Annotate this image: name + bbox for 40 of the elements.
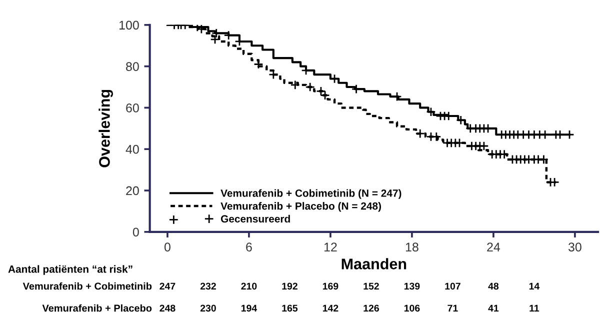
text: 126 <box>364 304 379 312</box>
text: 247 <box>160 282 176 290</box>
y-tick-label: 40 <box>126 144 139 154</box>
text: Vemurafenib + Cobimetinib <box>22 282 152 290</box>
text: 107 <box>445 282 460 290</box>
legend-label: Vemurafenib + Cobimetinib (N = 247) <box>220 189 402 199</box>
legend-label: Gecensureerd <box>220 214 290 223</box>
text: 192 <box>282 282 298 290</box>
text: 165 <box>282 304 298 312</box>
legend-label: Vemurafenib + Placebo (N = 248) <box>220 202 381 212</box>
text: 248 <box>160 304 176 312</box>
text: 169 <box>322 282 338 290</box>
y-tick-label: 60 <box>126 104 139 112</box>
y-tick-label: 100 <box>120 20 139 30</box>
text: Vemurafenib + Placebo <box>42 304 152 312</box>
text: 106 <box>404 304 420 312</box>
text: 230 <box>200 304 216 312</box>
text: 139 <box>404 282 420 290</box>
text: 210 <box>241 282 257 290</box>
x-tick-label: 6 <box>246 242 252 252</box>
text: 14 <box>529 282 540 290</box>
y-tick-label: 0 <box>132 228 139 237</box>
text: 41 <box>488 304 499 312</box>
text: 48 <box>488 282 499 290</box>
x-tick-label: 12 <box>324 242 337 252</box>
text: Aantal patiënten “at risk” <box>8 265 132 275</box>
text: 194 <box>241 304 258 312</box>
text: 142 <box>322 304 338 312</box>
y-tick-label: 20 <box>126 186 139 196</box>
x-axis-title: Maanden <box>342 258 406 270</box>
text: 232 <box>200 282 216 290</box>
y-axis-title: Overleving <box>98 90 113 168</box>
y-tick-label: 80 <box>126 62 139 71</box>
x-tick-label: 0 <box>164 242 170 252</box>
x-tick-label: 24 <box>487 242 500 252</box>
text: 152 <box>364 282 379 290</box>
text: 11 <box>530 304 540 312</box>
x-tick-label: 18 <box>406 242 418 252</box>
text: 71 <box>448 304 458 312</box>
x-tick-label: 30 <box>568 242 582 252</box>
